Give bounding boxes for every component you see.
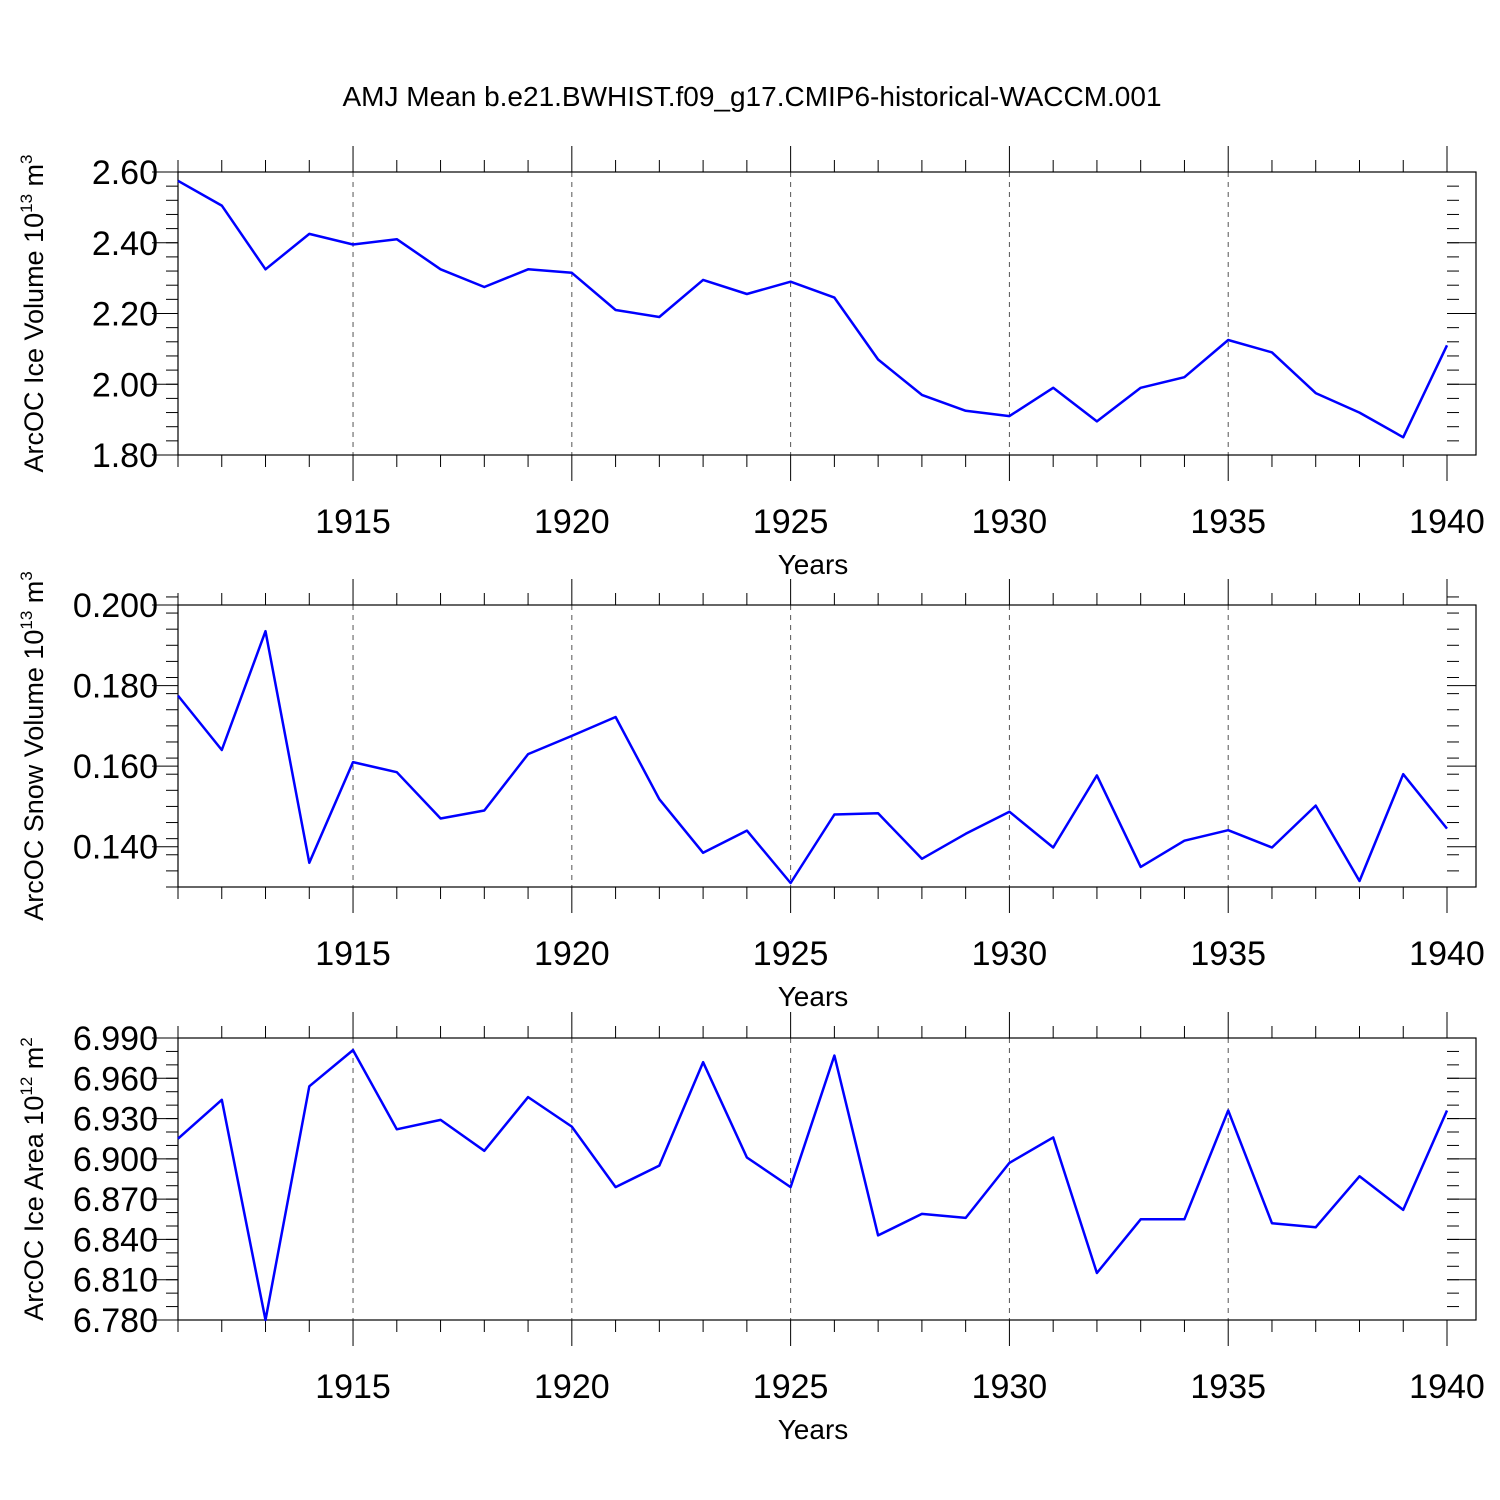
- x-tick-label: 1940: [1409, 935, 1485, 973]
- y-tick-label: 0.200: [73, 587, 158, 625]
- panels: 1.80 2.00 2.20 2.40 2.60 1915 1920 1925 1930 1935…: [17, 146, 1485, 1445]
- y-tick-label: 2.00: [92, 366, 158, 404]
- x-tick-label: 1940: [1409, 1368, 1485, 1406]
- y-axis-title: ArcOC Ice Area 1012 m2: [17, 1037, 49, 1321]
- x-tick-label: 1940: [1409, 503, 1485, 541]
- x-tick-label: 1915: [315, 935, 391, 973]
- x-tick-label: 1925: [753, 503, 829, 541]
- series-line-ice_area: [177, 1048, 1449, 1322]
- plot-frame: [177, 1037, 1477, 1321]
- y-tick-label: 6.930: [73, 1101, 158, 1139]
- y-tick-label: 6.780: [73, 1302, 158, 1340]
- x-tick-label: 1925: [753, 1368, 829, 1406]
- y-tick-label: 6.900: [73, 1141, 158, 1179]
- panel-2: 0.140 0.160 0.180 0.200 1915 1920 1925 1930 1935…: [17, 571, 1485, 1012]
- x-tick-label: 1920: [534, 503, 610, 541]
- y-tick-label: 6.870: [73, 1181, 158, 1219]
- x-tick-label: 1930: [972, 503, 1048, 541]
- x-axis-title: Years: [778, 981, 849, 1012]
- plot-frame: [177, 604, 1477, 888]
- x-tick-label: 1920: [534, 935, 610, 973]
- y-tick-label: 2.60: [92, 154, 158, 192]
- panel-1: 1.80 2.00 2.20 2.40 2.60 1915 1920 1925 1930 1935…: [17, 146, 1485, 580]
- series-line-snow_volume: [177, 629, 1448, 885]
- y-tick-label: 6.960: [73, 1060, 158, 1098]
- x-tick-label: 1935: [1190, 935, 1266, 973]
- y-tick-label: 6.990: [73, 1020, 158, 1058]
- y-tick-label: 6.840: [73, 1221, 158, 1259]
- y-tick-label: 6.810: [73, 1262, 158, 1300]
- x-tick-label: 1930: [972, 1368, 1048, 1406]
- y-axis-title: ArcOC Ice Volume 1013 m3: [17, 154, 49, 472]
- x-tick-label: 1930: [972, 935, 1048, 973]
- x-tick-label: 1915: [315, 1368, 391, 1406]
- y-axis-title: ArcOC Snow Volume 1013 m3: [17, 571, 49, 921]
- chart-title: AMJ Mean b.e21.BWHIST.f09_g17.CMIP6-hist…: [342, 81, 1161, 112]
- x-axis-title: Years: [778, 549, 849, 580]
- plot-frame: [177, 171, 1477, 456]
- x-tick-label: 1920: [534, 1368, 610, 1406]
- x-axis-title: Years: [778, 1414, 849, 1445]
- x-tick-label: 1935: [1190, 503, 1266, 541]
- panel-3: 6.7806.8106.8406.8706.9006.9306.9606.990…: [17, 1012, 1485, 1445]
- y-tick-label: 1.80: [92, 437, 158, 475]
- x-tick-label: 1915: [315, 503, 391, 541]
- y-tick-label: 0.140: [73, 829, 158, 867]
- y-tick-label: 2.40: [92, 225, 158, 263]
- x-tick-label: 1925: [753, 935, 829, 973]
- x-tick-label: 1935: [1190, 1368, 1266, 1406]
- y-tick-label: 0.180: [73, 668, 158, 706]
- series-line-ice_volume: [177, 179, 1449, 439]
- y-tick-label: 0.160: [73, 748, 158, 786]
- y-tick-label: 2.20: [92, 296, 158, 334]
